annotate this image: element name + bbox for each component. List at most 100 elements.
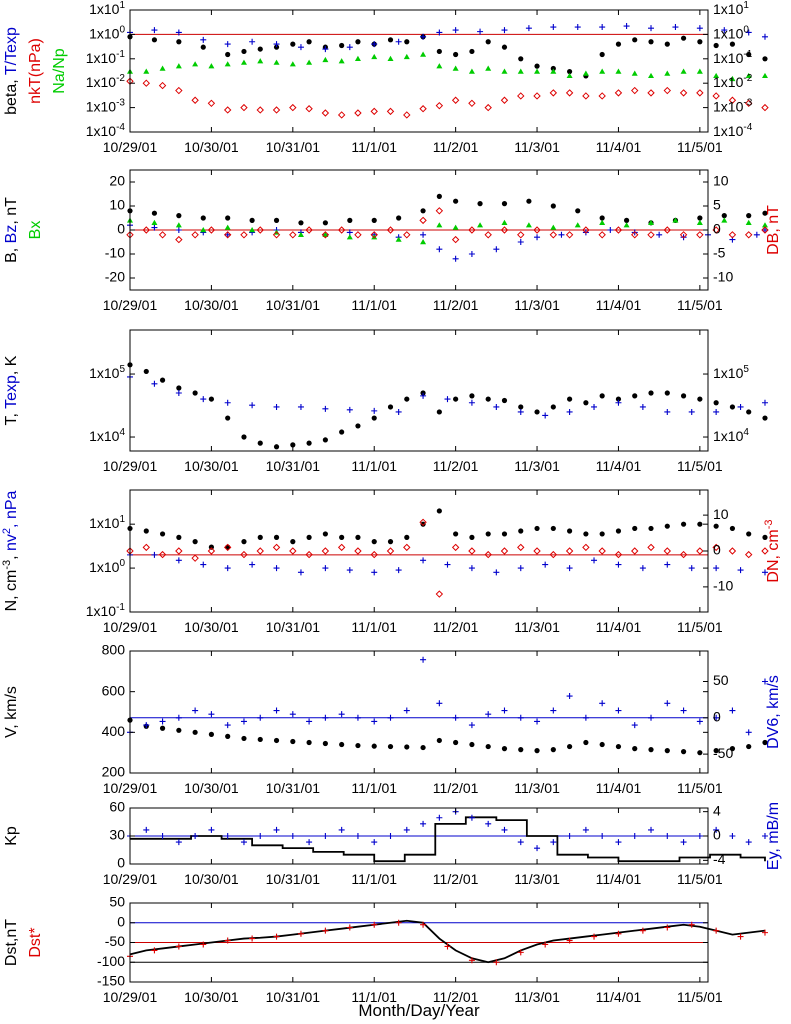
y-tick-label: -150 bbox=[97, 973, 125, 989]
series-beta-point bbox=[241, 48, 247, 55]
series-DN-point bbox=[289, 547, 297, 555]
series-DB-point bbox=[158, 231, 167, 239]
series-nv2-point bbox=[468, 565, 475, 572]
series-DN-point bbox=[337, 543, 346, 552]
y-axis-label: N, cm-3, nv2, nPa bbox=[1, 490, 20, 611]
series-beta-point bbox=[762, 56, 768, 62]
series-DV6-point bbox=[240, 718, 247, 725]
series-Texp-point bbox=[664, 408, 671, 415]
series-Ey-point bbox=[713, 826, 720, 833]
series-beta-point bbox=[290, 41, 296, 47]
series-Bz-point bbox=[558, 231, 565, 238]
series-nv2-point bbox=[420, 557, 427, 564]
x-tick-label: 10/29/01 bbox=[103, 989, 158, 1005]
series-Ey-point bbox=[192, 833, 199, 839]
series-DV6-point bbox=[582, 714, 589, 721]
series-DV6-point bbox=[631, 722, 638, 729]
series-T/Texp-point bbox=[623, 23, 630, 30]
series-T-point bbox=[680, 393, 687, 399]
series-Dst*-point bbox=[542, 941, 549, 948]
series-Na/Np-point bbox=[745, 72, 752, 79]
series-beta-point bbox=[501, 44, 508, 50]
series-Na/Np-point bbox=[615, 68, 622, 74]
series-DV6-point bbox=[550, 707, 557, 714]
series-Ey-point bbox=[517, 839, 524, 846]
series-N-point bbox=[648, 525, 654, 532]
y-axis-left: -150 -100 -50 0 50 bbox=[97, 894, 708, 989]
series-DN-point bbox=[223, 543, 232, 552]
series-beta-point bbox=[273, 44, 280, 50]
series-Ey-point bbox=[159, 833, 166, 839]
series-Texp bbox=[127, 373, 768, 419]
series-DN-point bbox=[647, 543, 655, 552]
series-nkT(nPa)-point bbox=[468, 99, 476, 108]
series-Na/Np-point bbox=[582, 70, 589, 76]
series-DV6-point bbox=[159, 718, 166, 725]
series-Ey bbox=[127, 808, 768, 852]
series-Na/Np-point bbox=[306, 59, 313, 65]
y-axis-right: 1x104 1x105 bbox=[713, 364, 749, 444]
series-Na/Np-point bbox=[664, 70, 671, 76]
x-tick-label: 10/31/01 bbox=[266, 989, 321, 1005]
series-beta-point bbox=[404, 39, 410, 45]
series-nkT(nPa)-point bbox=[533, 92, 541, 100]
series-nv2-point bbox=[591, 557, 598, 564]
series-beta-point bbox=[713, 42, 719, 49]
series-B-point bbox=[697, 215, 703, 221]
series-nkT(nPa)-point bbox=[370, 107, 378, 116]
series-nkT(nPa)-point bbox=[663, 86, 672, 95]
series-Dst*-point bbox=[420, 921, 427, 928]
series-V-point bbox=[664, 748, 670, 754]
y-tick-label: 1x105 bbox=[89, 364, 125, 381]
series-Dst*-point bbox=[371, 921, 378, 928]
series-V-point bbox=[648, 747, 654, 753]
y2-tick-label: 0 bbox=[713, 542, 721, 558]
series-N-point bbox=[273, 534, 280, 540]
series-N-point bbox=[485, 531, 491, 537]
series-DB-point bbox=[223, 231, 232, 239]
x-tick-label: 11/3/01 bbox=[514, 458, 560, 474]
series-Ey-point bbox=[208, 826, 215, 833]
series-N-point bbox=[453, 531, 459, 537]
series-V-point bbox=[257, 736, 263, 743]
series-T-point bbox=[192, 390, 198, 396]
series-nv2-point bbox=[615, 561, 622, 568]
series-nv2 bbox=[127, 551, 768, 576]
series-Bx-point bbox=[648, 219, 655, 225]
series-T/Texp-point bbox=[273, 41, 280, 48]
series-T-point bbox=[273, 444, 280, 450]
series-DV6-point bbox=[289, 711, 296, 718]
series-T/Texp-point bbox=[322, 46, 329, 53]
series-DB-point bbox=[549, 231, 558, 239]
series-T-point bbox=[485, 396, 491, 402]
series-T-point bbox=[290, 442, 296, 448]
series-B-point bbox=[176, 213, 182, 219]
series-DN-point bbox=[565, 547, 574, 555]
series-beta-point bbox=[615, 41, 622, 47]
series-nv2-point bbox=[542, 561, 549, 568]
x-tick-label: 11/3/01 bbox=[514, 619, 560, 635]
series-Ey-point bbox=[436, 814, 443, 821]
series-B-point bbox=[721, 213, 727, 219]
series-B-point bbox=[526, 198, 532, 204]
x-tick-label: 11/4/01 bbox=[596, 619, 642, 635]
y2-tick-label: 5 bbox=[713, 197, 721, 213]
series-N-point bbox=[241, 539, 247, 545]
series-DV6-point bbox=[322, 714, 329, 721]
panel-beta: 1x10-41x10-31x10-21x10-11x1001x1011x10-4… bbox=[3, 0, 769, 155]
y-axis-left: 1x10-4 1x10-3 1x10-2 1x10-1 1x100 1x101 bbox=[86, 0, 708, 139]
y-axis-right: 1x10-4 1x10-3 1x10-2 1x10-1 1x100 1x101 bbox=[713, 0, 753, 139]
series-DB-point bbox=[386, 226, 395, 234]
series-N-point bbox=[583, 531, 589, 537]
series-V-point bbox=[176, 727, 182, 733]
series-Ey-point bbox=[696, 833, 703, 839]
series-Na/Np-point bbox=[501, 68, 508, 74]
series-nkT(nPa)-point bbox=[744, 99, 753, 108]
x-tick-label: 10/29/01 bbox=[103, 619, 158, 635]
series-DV6-point bbox=[403, 707, 410, 714]
series-V-point bbox=[436, 737, 442, 744]
series-nv2-point bbox=[761, 569, 768, 576]
series-T bbox=[127, 362, 768, 450]
y-axis-left: 0 30 60 bbox=[109, 799, 708, 871]
series-T-point bbox=[534, 409, 540, 415]
